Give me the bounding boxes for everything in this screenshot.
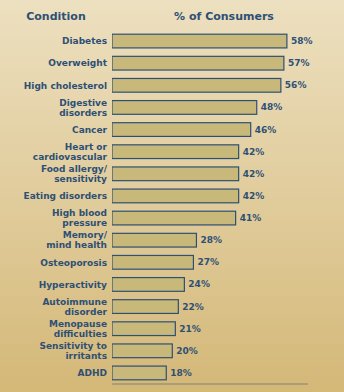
y-tick-label: Digestivedisorders bbox=[59, 98, 107, 118]
bar bbox=[112, 145, 239, 159]
data-label: 42% bbox=[243, 169, 265, 179]
data-label: 18% bbox=[170, 368, 192, 378]
bar bbox=[112, 211, 236, 225]
bar bbox=[112, 233, 196, 247]
data-label: 42% bbox=[243, 147, 265, 157]
bars bbox=[112, 34, 287, 380]
y-tick-label: Eating disorders bbox=[24, 191, 107, 201]
data-label: 27% bbox=[197, 257, 219, 267]
y-tick-label: Overweight bbox=[48, 58, 107, 68]
data-label: 28% bbox=[200, 235, 222, 245]
bar bbox=[112, 78, 281, 92]
x-axis-line bbox=[112, 384, 308, 385]
data-label: 57% bbox=[288, 58, 310, 68]
data-label: 56% bbox=[285, 80, 307, 90]
data-label: 58% bbox=[291, 36, 313, 46]
data-label: 22% bbox=[182, 302, 204, 312]
y-axis-label: Condition bbox=[26, 10, 86, 23]
data-label: 24% bbox=[188, 279, 210, 289]
y-tick-label: Food allergy/sensitivity bbox=[41, 164, 108, 184]
bar bbox=[112, 366, 166, 380]
y-tick-label: Menopausedifficulties bbox=[49, 319, 107, 339]
y-tick-label: Autoimmunedisorder bbox=[42, 297, 107, 317]
bar bbox=[112, 56, 284, 70]
page: {"chart_data": {"type": "bar", "orientat… bbox=[0, 0, 344, 392]
y-tick-label: Hyperactivity bbox=[39, 280, 107, 290]
data-label: 21% bbox=[179, 324, 201, 334]
y-tick-label: Memory/mind health bbox=[46, 230, 108, 250]
bar bbox=[112, 322, 175, 336]
y-tick-label: Osteoporosis bbox=[40, 258, 107, 268]
y-tick-label: Sensitivity toirritants bbox=[39, 341, 107, 361]
chart: Condition % of Consumers 18% 20% 21% 22% 24% 27… bbox=[0, 0, 344, 392]
y-tick-labels: ADHD Sensitivity toirritantsMenopausediff… bbox=[24, 36, 108, 378]
data-label: 41% bbox=[240, 213, 262, 223]
y-tick-label: ADHD bbox=[78, 368, 107, 378]
bar bbox=[112, 189, 239, 203]
bar bbox=[112, 101, 257, 115]
bar bbox=[112, 34, 287, 48]
y-tick-label: High cholesterol bbox=[24, 81, 107, 91]
y-tick-label: Diabetes bbox=[62, 36, 107, 46]
data-label: 46% bbox=[255, 125, 277, 135]
bar bbox=[112, 255, 193, 269]
data-label: 48% bbox=[261, 102, 283, 112]
bar bbox=[112, 123, 251, 137]
data-label: 42% bbox=[243, 191, 265, 201]
data-label: 20% bbox=[176, 346, 198, 356]
y-tick-label: Cancer bbox=[72, 125, 108, 135]
bar bbox=[112, 344, 172, 358]
bar bbox=[112, 167, 239, 181]
x-axis-label: % of Consumers bbox=[174, 10, 274, 23]
y-tick-label: Heart orcardiovascular bbox=[33, 142, 108, 162]
bar bbox=[112, 300, 178, 314]
bar bbox=[112, 278, 184, 292]
data-labels: 18% 20% 21% 22% 24% 27% 28% 41% 42% 42% 42% 46% 48% 5… bbox=[170, 36, 312, 378]
y-tick-label: High bloodpressure bbox=[52, 208, 107, 228]
